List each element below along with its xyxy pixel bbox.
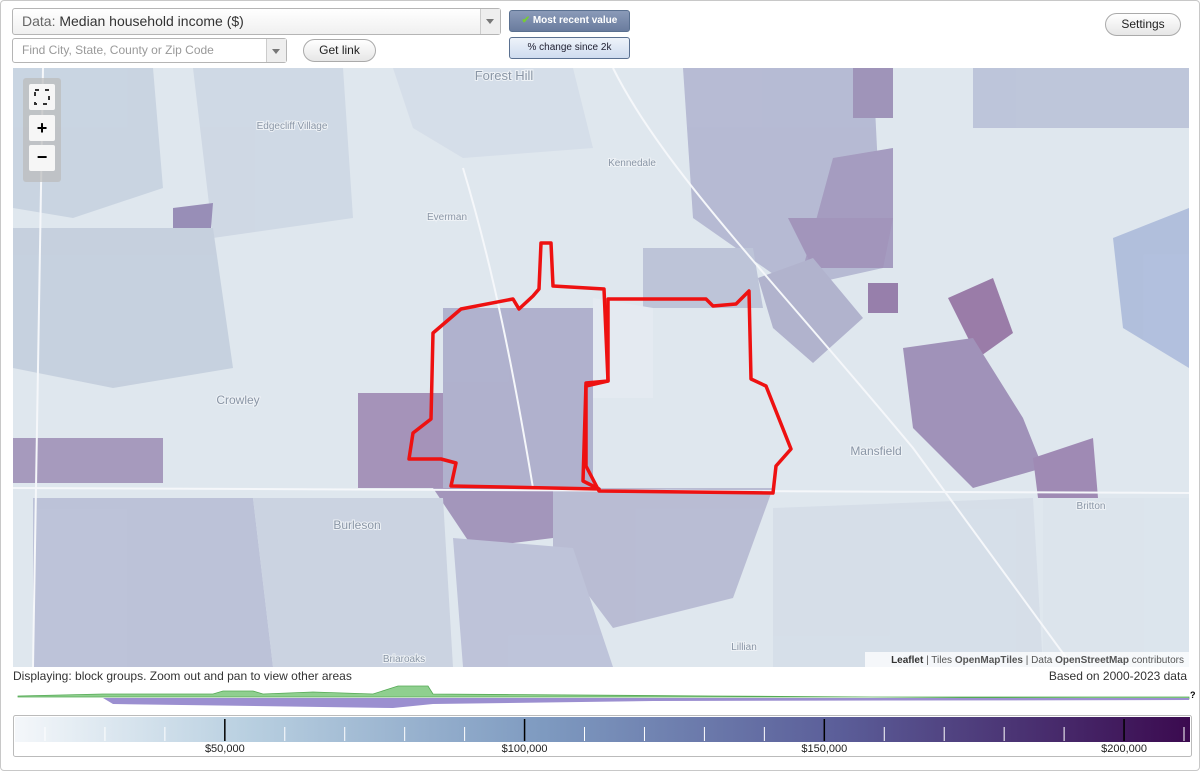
place-label: Briaroaks (383, 654, 425, 665)
mode-recent-label: Most recent value (532, 15, 618, 26)
search-placeholder: Find City, State, County or Zip Code (22, 43, 214, 57)
data-selection: Median household income ($) (59, 13, 244, 29)
attr-leaflet[interactable]: Leaflet (891, 655, 924, 666)
place-label: Burleson (333, 518, 380, 532)
place-label: Forest Hill (475, 68, 534, 83)
mode-change-button[interactable]: % change since 2k (509, 37, 630, 59)
attribution: Leaflet | Tiles OpenMapTiles | Data Open… (891, 655, 1184, 666)
fullscreen-button[interactable] (29, 84, 55, 110)
legend: ? $50,000 $100,000 $150,000 $200,000 (13, 685, 1195, 757)
place-label: Kennedale (608, 158, 656, 169)
get-link-button[interactable]: Get link (303, 39, 376, 62)
data-select[interactable]: Data: Median household income ($) (12, 8, 501, 35)
zoom-out-label: − (37, 147, 48, 167)
selected-outline (407, 241, 793, 495)
histogram-recent (17, 685, 1190, 700)
settings-button[interactable]: Settings (1105, 13, 1181, 36)
zoom-control: + − (23, 78, 61, 182)
tick-label: $150,000 (801, 743, 847, 755)
attr-data-prefix: Data (1031, 655, 1053, 666)
zoom-in-button[interactable] (29, 115, 55, 141)
place-label: Everman (427, 212, 467, 223)
place-label: Britton (1077, 501, 1106, 512)
attr-tiles-prefix: Tiles (931, 655, 952, 666)
search-input[interactable]: Find City, State, County or Zip Code (12, 38, 287, 63)
data-prefix: Data: (22, 13, 56, 29)
tick-label: $50,000 (205, 743, 245, 755)
dropdown-arrow (480, 9, 500, 34)
dropdown-arrow (266, 39, 286, 62)
mode-recent-button[interactable]: ✔ Most recent value (509, 10, 630, 32)
place-label: Mansfield (850, 444, 901, 458)
attribution-bg (865, 652, 1189, 667)
place-labels: Forest Hill Edgecliff Village Kennedale Eve… (215, 68, 1106, 666)
tick-label: $200,000 (1101, 743, 1147, 755)
place-label: Crowley (216, 393, 259, 407)
displaying-note: Displaying: block groups. Zoom out and p… (13, 669, 352, 683)
map[interactable]: Forest Hill Edgecliff Village Kennedale Eve… (13, 68, 1189, 667)
attr-suffix: contributors (1132, 655, 1184, 666)
tick-label: $100,000 (502, 743, 548, 755)
attr-data[interactable]: OpenStreetMap (1055, 655, 1129, 666)
check-icon: ✔ (521, 15, 531, 26)
place-label: Lillian (731, 642, 757, 653)
histogram-change (18, 698, 1189, 708)
based-on-note: Based on 2000-2023 data (1048, 669, 1187, 683)
color-scale (15, 717, 1190, 742)
place-label: Edgecliff Village (257, 121, 328, 132)
zoom-out-button[interactable] (29, 145, 55, 171)
attr-tiles[interactable]: OpenMapTiles (955, 655, 1024, 666)
zoom-in-label: + (37, 118, 48, 138)
help-icon[interactable]: ? (1190, 690, 1195, 700)
